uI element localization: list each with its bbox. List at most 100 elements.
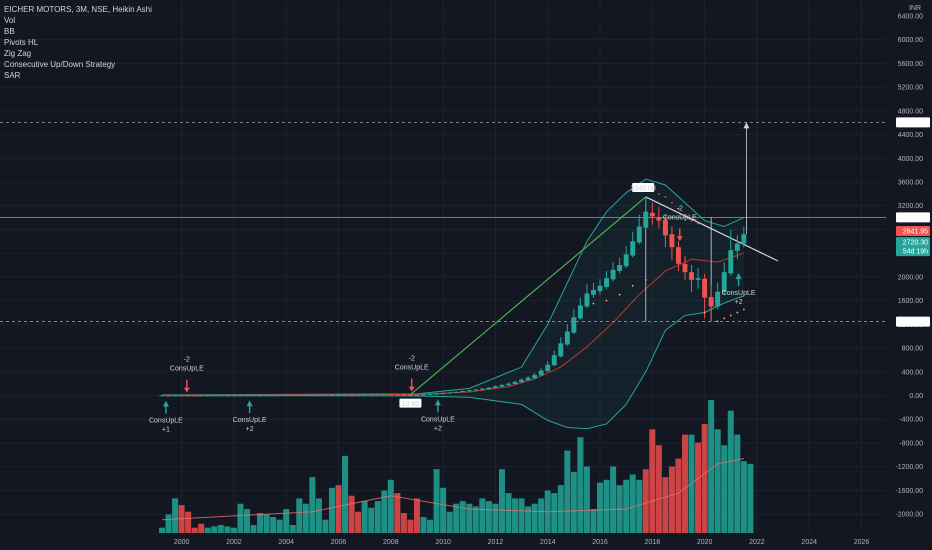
time-axis-tick: 2016 — [592, 539, 608, 546]
candle-body — [440, 393, 446, 395]
volume-bar — [597, 482, 604, 533]
candle-body — [591, 289, 596, 295]
candle-body — [316, 394, 322, 396]
chart-legend: EICHER MOTORS, 3M, NSE, Heikin Ashi Vol … — [4, 4, 152, 81]
strategy-label: ConsUpLE — [421, 416, 455, 423]
candle-body — [211, 395, 217, 397]
candle-body — [577, 305, 583, 319]
volume-bar — [400, 513, 407, 533]
bollinger-basis — [161, 252, 744, 396]
time-axis-tick: 2026 — [854, 539, 870, 546]
volume-bar — [538, 498, 545, 533]
candle-body — [309, 394, 315, 396]
long-arrow-head — [162, 400, 169, 407]
target-price-label: 4605.70 — [903, 120, 928, 127]
price-axis-tick: -800.00 — [899, 440, 923, 447]
symbol-title[interactable]: EICHER MOTORS, 3M, NSE, Heikin Ashi — [4, 5, 152, 14]
candle-body — [336, 394, 341, 396]
candle-body — [179, 395, 185, 397]
candle-body — [571, 317, 577, 333]
volume-bar — [302, 503, 309, 533]
sar-dot — [644, 278, 647, 281]
pivot-arrow-head — [743, 122, 750, 129]
volume-bar — [525, 506, 532, 533]
candle-body — [185, 395, 191, 397]
sar-dot — [684, 213, 686, 216]
candle-body — [708, 297, 714, 307]
candle-body — [676, 247, 681, 264]
candle-body — [741, 234, 747, 244]
volume-bar — [355, 511, 362, 533]
candle-body — [427, 394, 433, 396]
candle-body — [349, 394, 355, 396]
time-axis-tick: 2008 — [383, 539, 399, 546]
price-axis-tick: 3600.00 — [898, 180, 923, 187]
candle-body — [362, 394, 368, 396]
short-arrow-head — [408, 386, 415, 392]
volume-bar — [322, 519, 329, 533]
volume-bar — [583, 466, 590, 533]
candle-body — [224, 395, 230, 397]
candle-body — [218, 395, 224, 397]
indicator-consecutive[interactable]: Consecutive Up/Down Strategy — [4, 60, 116, 69]
time-axis-tick: 2012 — [488, 539, 504, 546]
candle-body — [649, 212, 655, 217]
indicator-pivots[interactable]: Pivots HL — [4, 38, 39, 47]
candle-body — [414, 394, 420, 396]
volume-bar — [270, 517, 277, 533]
volume-bar — [361, 501, 368, 533]
volume-bar — [472, 506, 479, 533]
volume-bar — [165, 514, 172, 533]
volume-bar — [675, 458, 682, 533]
volume-bar — [230, 527, 237, 533]
sar-dot — [677, 207, 680, 210]
candle-body — [519, 379, 525, 383]
volume-bar — [335, 485, 342, 533]
volume-bar — [498, 469, 505, 533]
indicator-sar[interactable]: SAR — [4, 71, 21, 80]
last-red-price-label-bg — [896, 225, 930, 236]
volume-bar — [459, 501, 466, 533]
candle-body — [166, 395, 171, 397]
volume-bar — [727, 410, 734, 533]
volume-bar — [531, 503, 538, 533]
volume-bar — [283, 509, 290, 533]
candle-body — [290, 395, 296, 397]
candle-body — [584, 293, 590, 307]
volume-bar — [747, 463, 754, 533]
resistance-price-label-bg — [896, 212, 930, 223]
candle-body — [662, 219, 668, 236]
candle-body — [623, 254, 629, 267]
candle-body — [499, 384, 505, 387]
volume-bar — [224, 526, 231, 533]
volume-bar — [668, 466, 675, 533]
candle-body — [545, 364, 551, 372]
candle-body — [329, 394, 335, 396]
candle-body — [466, 390, 472, 392]
long-arrow-head — [735, 273, 742, 280]
indicator-vol[interactable]: Vol — [4, 16, 16, 25]
sar-dot — [742, 308, 745, 311]
price-axis-tick: -1600.00 — [895, 488, 923, 495]
volume-ma-line — [161, 458, 744, 521]
indicator-bb[interactable]: BB — [4, 27, 15, 36]
strategy-label: ConsUpLE — [395, 365, 429, 372]
volume-bar — [603, 479, 610, 533]
indicator-zigzag[interactable]: Zig Zag — [4, 49, 32, 58]
volume-bar — [257, 513, 264, 533]
pivot-high-marker: 3348.00 — [631, 185, 656, 192]
volume-bar — [387, 479, 394, 533]
volume-bar — [636, 479, 643, 533]
strategy-label-top: -2 — [677, 205, 683, 212]
volume-bar — [263, 514, 270, 533]
candle-body — [453, 391, 459, 393]
candle-body — [368, 394, 374, 396]
candle-body — [447, 392, 453, 394]
candle-body — [538, 370, 544, 376]
zigzag-line — [410, 196, 647, 396]
candle-body — [728, 250, 734, 274]
candle-body — [682, 263, 688, 273]
bollinger-upper — [161, 178, 745, 396]
volume-bar — [623, 479, 630, 533]
